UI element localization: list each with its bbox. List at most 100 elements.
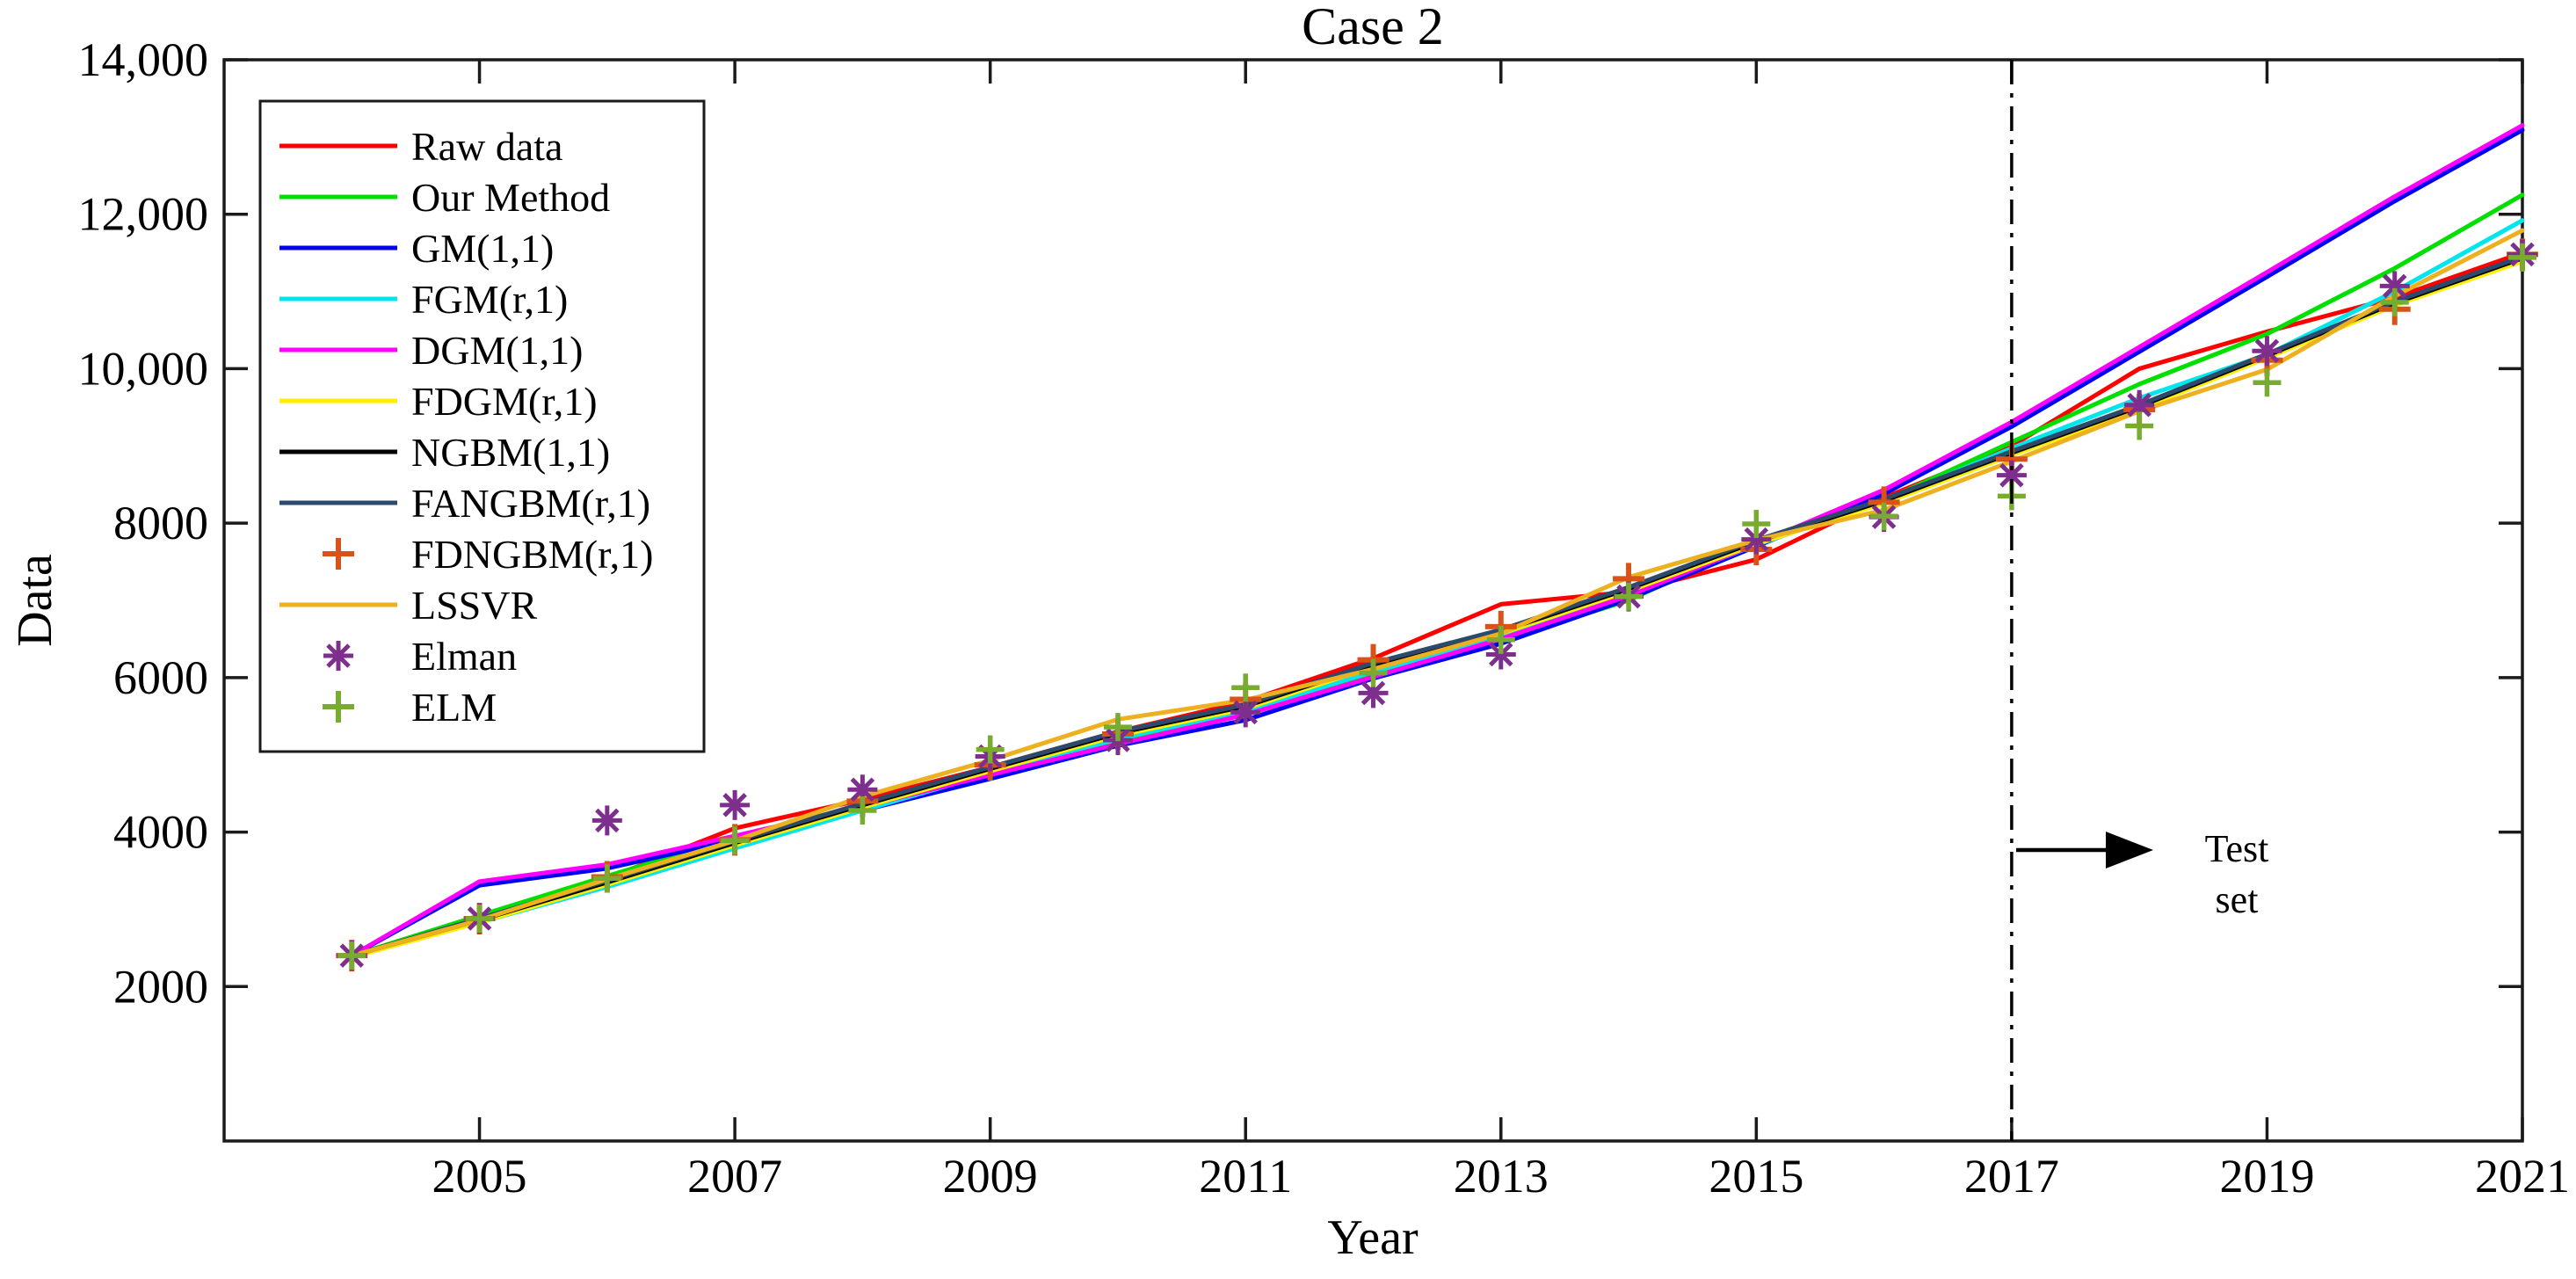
plus-marker (2125, 411, 2154, 440)
y-tick-label: 2000 (113, 960, 208, 1013)
plus-marker (1486, 625, 1515, 654)
plus-marker (1231, 673, 1260, 702)
asterisk-arm (1489, 642, 1513, 667)
legend-item-fdgm-r-1-: FDGM(r,1) (279, 379, 598, 424)
asterisk-arm (850, 777, 875, 803)
legend-item-label: GM(1,1) (411, 226, 554, 271)
plus-marker (2380, 287, 2409, 316)
asterisk-arm (1744, 527, 1769, 552)
legend-item-label: FANGBM(r,1) (411, 481, 650, 526)
legend: Raw data Our Method GM(1,1) FGM(r,1) DGM(1,1… (258, 99, 706, 753)
legend-asterisk-sample (323, 641, 353, 671)
test-set-label-line1: Test (2205, 827, 2269, 870)
series-line-dgm-1-1- (349, 123, 2525, 958)
y-tick-labels: 2000 4000 6000 8000 10,000 12,000 14,000 (78, 33, 209, 1013)
legend-item-label: ELM (411, 685, 497, 730)
asterisk-arm (1999, 462, 2024, 488)
plus-marker (721, 826, 750, 855)
legend-item-fdngbm-r-1-: FDNGBM(r,1) (323, 532, 653, 577)
asterisk-arm (722, 793, 747, 818)
series-line-lssvr (349, 228, 2525, 958)
series-line-gm-1-1- (349, 127, 2525, 958)
test-set-label-line2: set (2216, 878, 2259, 921)
series-line-fgm-r-1- (349, 218, 2525, 958)
y-tick-label: 4000 (113, 806, 208, 859)
series-line-raw-data (349, 251, 2525, 958)
plus-marker (592, 864, 621, 893)
legend-item-our-method: Our Method (279, 175, 610, 220)
asterisk-marker (591, 805, 622, 836)
legend-item-label: FGM(r,1) (411, 277, 568, 322)
legend-item-raw-data: Raw data (279, 124, 562, 169)
test-set-annotation: Test set (2016, 827, 2268, 921)
plus-marker (848, 796, 877, 825)
asterisk-arm (595, 808, 620, 833)
x-tick-label: 2019 (2219, 1150, 2314, 1203)
legend-box (258, 99, 706, 753)
x-tick-label: 2007 (687, 1150, 782, 1203)
legend-item-ngbm-1-1-: NGBM(1,1) (279, 430, 610, 475)
legend-item-fgm-r-1-: FGM(r,1) (279, 277, 568, 322)
asterisk-arm (2382, 273, 2407, 299)
y-tick-label: 8000 (113, 497, 208, 549)
x-tick-label: 2017 (1964, 1150, 2059, 1203)
x-tick-label: 2015 (1709, 1150, 1803, 1203)
plus-marker (337, 941, 366, 970)
asterisk-marker (2252, 336, 2282, 367)
legend-item-label: NGBM(1,1) (411, 430, 610, 475)
x-tick-label: 2011 (1199, 1150, 1292, 1203)
y-tick-label: 6000 (113, 651, 208, 704)
asterisk-marker (2379, 271, 2410, 302)
legend-item-label: Elman (411, 634, 517, 679)
plus-marker (1742, 510, 1771, 539)
plus-marker (1869, 502, 1898, 531)
x-axis-label: Year (1327, 1210, 1419, 1265)
plot-frame (222, 58, 2524, 1143)
asterisk-arm (2127, 392, 2152, 418)
asterisk-arm (1361, 680, 1386, 706)
legend-item-lssvr: LSSVR (279, 583, 537, 628)
legend-item-label: Our Method (411, 175, 610, 220)
plus-marker (2253, 368, 2282, 397)
y-tick-label: 14,000 (78, 33, 209, 86)
legend-item-label: DGM(1,1) (411, 328, 583, 373)
legend-item-dgm-1-1-: DGM(1,1) (279, 328, 583, 373)
x-tick-label: 2005 (432, 1150, 527, 1203)
plus-marker (2508, 243, 2536, 272)
x-tick-label: 2013 (1454, 1150, 1549, 1203)
y-tick-label: 10,000 (78, 342, 209, 395)
asterisk-arm (1233, 700, 1258, 725)
legend-items: Raw data Our Method GM(1,1) FGM(r,1) DGM(1,1… (279, 124, 653, 730)
asterisk-marker (1485, 639, 1516, 670)
legend-item-label: Raw data (411, 124, 562, 169)
legend-item-label: FDGM(r,1) (411, 379, 598, 424)
right-arrow-icon (2106, 832, 2153, 868)
x-tick-label: 2021 (2475, 1150, 2570, 1203)
y-tick-label: 12,000 (78, 188, 209, 241)
plus-marker (976, 735, 1005, 764)
legend-item-label: LSSVR (411, 583, 537, 628)
plus-marker (1359, 658, 1388, 687)
chart-title: Case 2 (1302, 0, 1444, 55)
plus-marker (1103, 713, 1132, 742)
legend-plus-sample (323, 691, 354, 723)
legend-item-fangbm-r-1-: FANGBM(r,1) (279, 481, 650, 526)
asterisk-marker (1358, 678, 1389, 709)
x-tick-label: 2009 (943, 1150, 1038, 1203)
legend-item-elman: Elman (323, 634, 517, 679)
plus-marker (1615, 582, 1644, 611)
y-axis-label: Data (8, 554, 62, 647)
data-series (349, 123, 2525, 960)
legend-item-gm-1-1-: GM(1,1) (279, 226, 554, 271)
legend-plus-sample (323, 538, 354, 570)
asterisk-marker (1230, 697, 1261, 728)
legend-item-elm: ELM (323, 685, 497, 730)
legend-item-label: FDNGBM(r,1) (411, 532, 653, 577)
asterisk-arm (326, 643, 351, 668)
x-tick-labels: 2005 2007 2009 2011 2013 2015 2017 2019 2021 (432, 1150, 2570, 1203)
asterisk-marker (720, 789, 751, 820)
asterisk-arm (2254, 338, 2280, 363)
plus-marker (465, 904, 494, 933)
